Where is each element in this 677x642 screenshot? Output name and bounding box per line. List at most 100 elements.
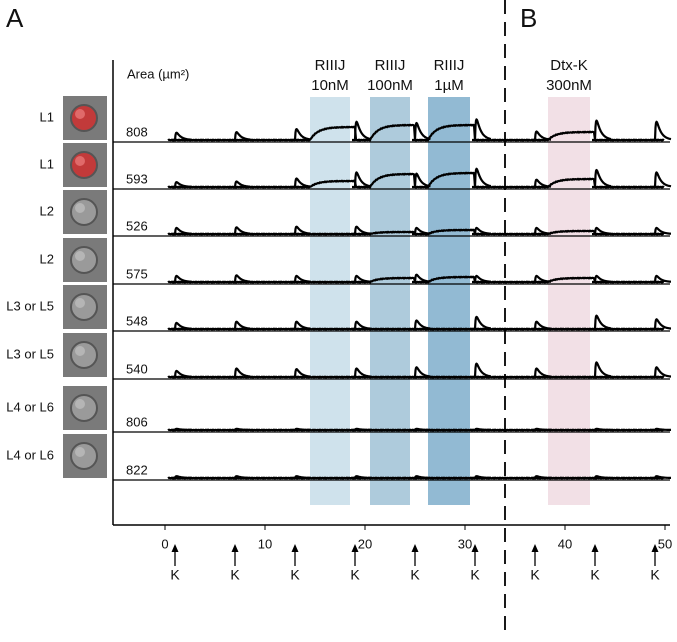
treatment-band	[370, 97, 410, 505]
row-label: L1	[40, 109, 54, 124]
arrow-head	[411, 544, 419, 552]
spike	[231, 274, 252, 284]
area-value: 593	[126, 171, 148, 186]
treatment-label: Dtx-K	[550, 57, 588, 74]
spike	[171, 181, 192, 189]
spike	[231, 320, 252, 331]
treatment-label: RIIIJ	[315, 57, 346, 74]
cell	[70, 394, 98, 422]
spike	[171, 427, 192, 432]
spike	[651, 120, 672, 142]
treatment-label: RIIIJ	[375, 57, 406, 74]
treatment-label: 300nM	[546, 77, 592, 94]
arrow-head	[231, 544, 239, 552]
treatment-label: 10nM	[311, 77, 349, 94]
spike	[471, 475, 492, 480]
row-label: L4 or L6	[6, 447, 54, 462]
stimulus-label: K	[410, 567, 420, 583]
spike	[591, 475, 612, 480]
spike	[171, 274, 192, 284]
spike	[471, 167, 492, 189]
area-value: 548	[126, 313, 148, 328]
cell-image	[63, 434, 107, 478]
spike	[171, 369, 192, 379]
cell-image	[63, 333, 107, 377]
spike	[411, 427, 432, 432]
spike	[591, 427, 612, 432]
spike	[351, 225, 372, 236]
spike	[591, 168, 612, 189]
cell-glint	[75, 203, 85, 213]
arrow-head	[591, 544, 599, 552]
panel-label: A	[6, 3, 24, 33]
spike	[531, 130, 552, 142]
arrow-head	[351, 544, 359, 552]
spike	[471, 427, 492, 432]
spike	[231, 427, 252, 432]
x-tick-label: 50	[658, 536, 672, 551]
spike	[651, 318, 672, 331]
cell-image	[63, 143, 107, 187]
spike	[471, 274, 492, 284]
x-tick-label: 10	[258, 536, 272, 551]
spike	[351, 367, 372, 379]
spike	[411, 475, 432, 480]
cell-glint	[75, 447, 85, 457]
stimulus-label: K	[470, 567, 480, 583]
spike	[231, 131, 252, 142]
cell-glint	[75, 156, 85, 166]
spike	[591, 119, 612, 142]
cell	[70, 442, 98, 470]
cell	[70, 104, 98, 132]
spike	[651, 475, 672, 480]
treatment-band	[310, 97, 350, 505]
row-label: L2	[40, 203, 54, 218]
arrow-head	[171, 544, 179, 552]
spike	[411, 121, 432, 142]
row-label: L3 or L5	[6, 346, 54, 361]
spike	[531, 367, 552, 379]
spike	[471, 315, 492, 331]
spike	[471, 226, 492, 236]
stimulus-label: K	[230, 567, 240, 583]
row-label: L3 or L5	[6, 298, 54, 313]
stimulus-label: K	[170, 567, 180, 583]
spike	[651, 274, 672, 284]
x-tick-label: 20	[358, 536, 372, 551]
spike	[411, 226, 432, 236]
area-value: 540	[126, 361, 148, 376]
row-label: L2	[40, 251, 54, 266]
spike	[591, 274, 612, 284]
spike	[351, 320, 372, 331]
spike	[171, 321, 192, 331]
arrow-head	[291, 544, 299, 552]
spike	[531, 320, 552, 331]
x-tick-label: 30	[458, 536, 472, 551]
spike	[171, 226, 192, 236]
spike	[291, 274, 312, 284]
cell-glint	[75, 298, 85, 308]
area-value: 575	[126, 266, 148, 281]
spike	[351, 427, 372, 432]
cell-image	[63, 96, 107, 140]
cell	[70, 198, 98, 226]
cell	[70, 246, 98, 274]
spike	[651, 226, 672, 236]
spike	[351, 475, 372, 480]
cell-image	[63, 238, 107, 282]
spike	[651, 171, 672, 189]
x-tick-label: 40	[558, 536, 572, 551]
spike	[471, 118, 492, 142]
cell-glint	[75, 346, 85, 356]
spike	[651, 427, 672, 432]
spike	[291, 320, 312, 331]
treatment-band	[548, 97, 590, 505]
spike	[531, 178, 552, 189]
spike	[291, 225, 312, 236]
area-value: 806	[126, 414, 148, 429]
stimulus-label: K	[590, 567, 600, 583]
treatment-label: 1µM	[434, 77, 463, 94]
spike	[591, 314, 612, 331]
treatment-label: RIIIJ	[434, 57, 465, 74]
